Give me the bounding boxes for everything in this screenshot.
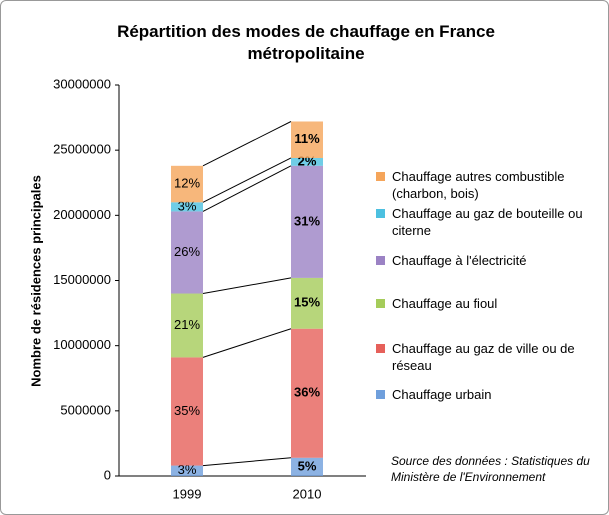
legend-swatch [376,344,385,353]
legend-label: Chauffage au gaz de bouteille ou citerne [392,206,583,238]
bar-segment [171,202,203,212]
legend-label: Chauffage au gaz de ville ou de réseau [392,341,575,373]
y-tick-label: 5000000 [60,402,111,417]
bar-segment [291,457,323,476]
legend-swatch [376,209,385,218]
connector [202,157,292,203]
y-tick-label: 0 [104,467,111,482]
connector [202,121,292,167]
y-axis-label: Nombre de résidences principales [28,175,43,387]
legend-swatch [376,172,385,181]
legend-swatch [376,299,385,308]
connector [202,277,292,295]
legend-swatch [376,390,385,399]
bar-segment [291,157,323,166]
data-label: 36% [294,385,320,400]
bar-segment [291,277,323,329]
source-note: Source des données : Statistiques du Min… [391,454,590,484]
bar-segment [171,357,203,466]
data-label: 26% [174,244,200,259]
y-tick-label: 30000000 [53,76,111,91]
bar-segment [171,211,203,294]
chart-title: Répartition des modes de chauffage en Fr… [117,22,495,63]
bar-segment [171,165,203,203]
y-tick-label: 15000000 [53,272,111,287]
y-tick-label: 20000000 [53,207,111,222]
data-label: 5% [298,458,317,473]
y-tick-label: 10000000 [53,337,111,352]
bar-segment [171,293,203,358]
connector [202,165,292,212]
legend-label: Chauffage à l'électricité [392,253,527,268]
y-tick-label: 25000000 [53,142,111,157]
x-tick-label: 1999 [173,486,202,501]
legend-label: Chauffage urbain [392,387,492,402]
data-label: 31% [294,213,320,228]
bar-segment [291,165,323,278]
connector [202,457,292,467]
data-label: 11% [294,131,320,146]
data-label: 3% [178,462,197,477]
bar-segment [291,328,323,458]
data-label: 12% [174,175,200,190]
legend-label: Chauffage au fioul [392,296,498,311]
bar-segment [171,465,203,476]
data-label: 15% [294,295,320,310]
x-tick-label: 2010 [293,486,322,501]
legend-swatch [376,256,385,265]
bar-segment [291,121,323,158]
legend-label: Chauffage autres combustible (charbon, b… [392,169,565,201]
connector [202,328,292,358]
data-label: 35% [174,403,200,418]
data-label: 21% [174,317,200,332]
